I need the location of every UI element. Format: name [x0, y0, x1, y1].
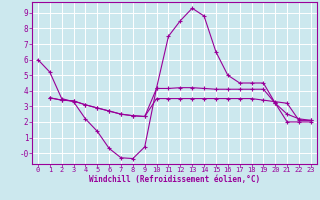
X-axis label: Windchill (Refroidissement éolien,°C): Windchill (Refroidissement éolien,°C) [89, 175, 260, 184]
